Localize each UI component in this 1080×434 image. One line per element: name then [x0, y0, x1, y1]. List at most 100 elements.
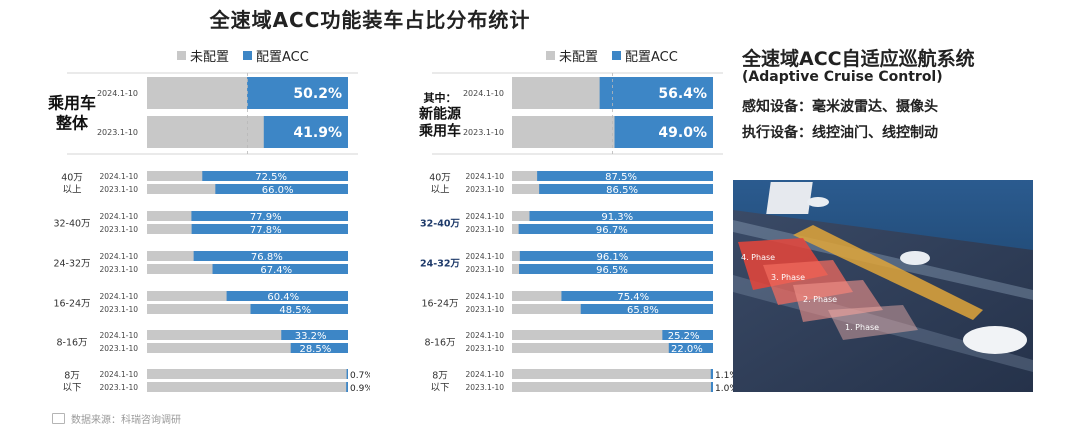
category-label: 24-32万 [53, 259, 90, 270]
data-label: 25.2% [668, 331, 700, 342]
category-label: 以下 [62, 383, 81, 394]
year-label: 2024.1-10 [100, 292, 139, 301]
bar-configured [662, 330, 713, 340]
data-label: 60.4% [267, 292, 299, 303]
data-label: 91.3% [601, 212, 633, 223]
data-label: 50.2% [293, 86, 342, 102]
year-label: 2024.1-10 [466, 252, 505, 261]
bar-configured [668, 343, 713, 353]
year-label: 2024.1-10 [100, 172, 139, 181]
data-label: 49.0% [658, 125, 707, 141]
data-label: 87.5% [605, 172, 637, 183]
data-label: 56.4% [658, 86, 707, 102]
year-label: 2023.1-10 [100, 305, 139, 314]
data-label: 67.4% [260, 265, 292, 276]
phase-label-4: 4. Phase [741, 253, 775, 262]
bar-unconfigured [147, 382, 348, 392]
bar-configured [519, 264, 713, 274]
category-label: 以上 [62, 185, 82, 196]
year-label: 2023.1-10 [466, 185, 505, 194]
bar-configured [614, 116, 713, 148]
truck [766, 182, 813, 214]
category-label: 16-24万 [421, 299, 458, 310]
bar-unconfigured [512, 330, 713, 340]
legend-left: 未配置 配置ACC [177, 46, 319, 65]
data-label: 76.8% [251, 252, 283, 263]
bar-configured [191, 211, 348, 221]
data-label: 96.5% [596, 265, 628, 276]
data-label: 65.8% [627, 305, 659, 316]
legend-label-unconfigured: 未配置 [559, 50, 599, 65]
bar-configured [191, 224, 348, 234]
year-label: 2023.1-10 [100, 225, 139, 234]
bar-configured [519, 251, 713, 261]
category-label: 16-24万 [53, 299, 90, 310]
radar-beam [793, 225, 983, 320]
year-label: 2024.1-10 [97, 89, 138, 98]
side-subtitle: (Adaptive Cruise Control) [742, 69, 943, 85]
year-label: 2023.1-10 [97, 128, 138, 137]
bar-unconfigured [147, 304, 348, 314]
phase-zone-1 [828, 305, 918, 340]
chart-icon [52, 413, 65, 424]
data-label: 1.1% [715, 371, 738, 381]
category-label: 24-32万 [420, 259, 460, 270]
legend-swatch-unconfigured [546, 51, 555, 60]
category-label: 乘用车 [47, 94, 96, 113]
bar-configured [580, 304, 713, 314]
bar-configured [263, 116, 348, 148]
data-label: 1.0% [715, 384, 738, 394]
data-label: 48.5% [279, 305, 311, 316]
bar-unconfigured [147, 369, 348, 379]
category-label: 以上 [430, 185, 450, 196]
year-label: 2024.1-10 [463, 89, 504, 98]
bar-unconfigured [147, 330, 348, 340]
year-label: 2023.1-10 [466, 344, 505, 353]
data-label: 77.8% [250, 225, 282, 236]
legend-right: 未配置 配置ACC [546, 46, 688, 65]
year-label: 2024.1-10 [466, 172, 505, 181]
side-actuation: 执行设备：线控油门、线控制动 [742, 125, 938, 141]
legend-label-configured: 配置ACC [625, 50, 678, 65]
category-label: 40万 [61, 173, 83, 184]
side-title: 全速域ACC自适应巡航系统 [742, 48, 975, 70]
year-label: 2024.1-10 [466, 292, 505, 301]
car-ahead [900, 251, 930, 265]
phase-zone-2 [793, 280, 883, 322]
category-label: 32-40万 [420, 219, 460, 230]
legend-swatch-unconfigured [177, 51, 186, 60]
year-label: 2024.1-10 [100, 370, 139, 379]
data-label: 96.7% [596, 225, 628, 236]
year-label: 2023.1-10 [100, 265, 139, 274]
bar-configured [599, 77, 713, 109]
data-label: 28.5% [299, 344, 331, 355]
category-label: 其中： [424, 91, 457, 105]
data-label: 77.9% [250, 212, 282, 223]
data-label: 86.5% [606, 185, 638, 196]
data-label: 22.0% [671, 344, 703, 355]
category-label: 乘用车 [418, 123, 461, 140]
year-label: 2024.1-10 [466, 212, 505, 221]
bar-configured [193, 251, 348, 261]
bar-configured [561, 291, 713, 301]
bar-configured [247, 77, 348, 109]
category-label: 32-40万 [53, 219, 90, 230]
bar-configured [529, 211, 713, 221]
chart-title: 全速域ACC功能装车占比分布统计 [209, 8, 531, 32]
bar-configured [537, 171, 713, 181]
bar-unconfigured [512, 343, 713, 353]
data-label: 66.0% [262, 185, 294, 196]
bar-configured [250, 304, 348, 314]
data-label: 0.9% [350, 384, 370, 394]
legend-label-configured: 配置ACC [256, 50, 309, 65]
bar-configured [281, 330, 348, 340]
bar-unconfigured [512, 382, 713, 392]
year-label: 2023.1-10 [466, 305, 505, 314]
year-label: 2024.1-10 [100, 252, 139, 261]
source-text: 数据来源：科瑞咨询调研 [71, 415, 181, 426]
year-label: 2024.1-10 [466, 331, 505, 340]
category-label: 以下 [430, 383, 449, 394]
acc-illustration: 4. Phase 3. Phase 2. Phase 1. Phase [733, 180, 1033, 392]
